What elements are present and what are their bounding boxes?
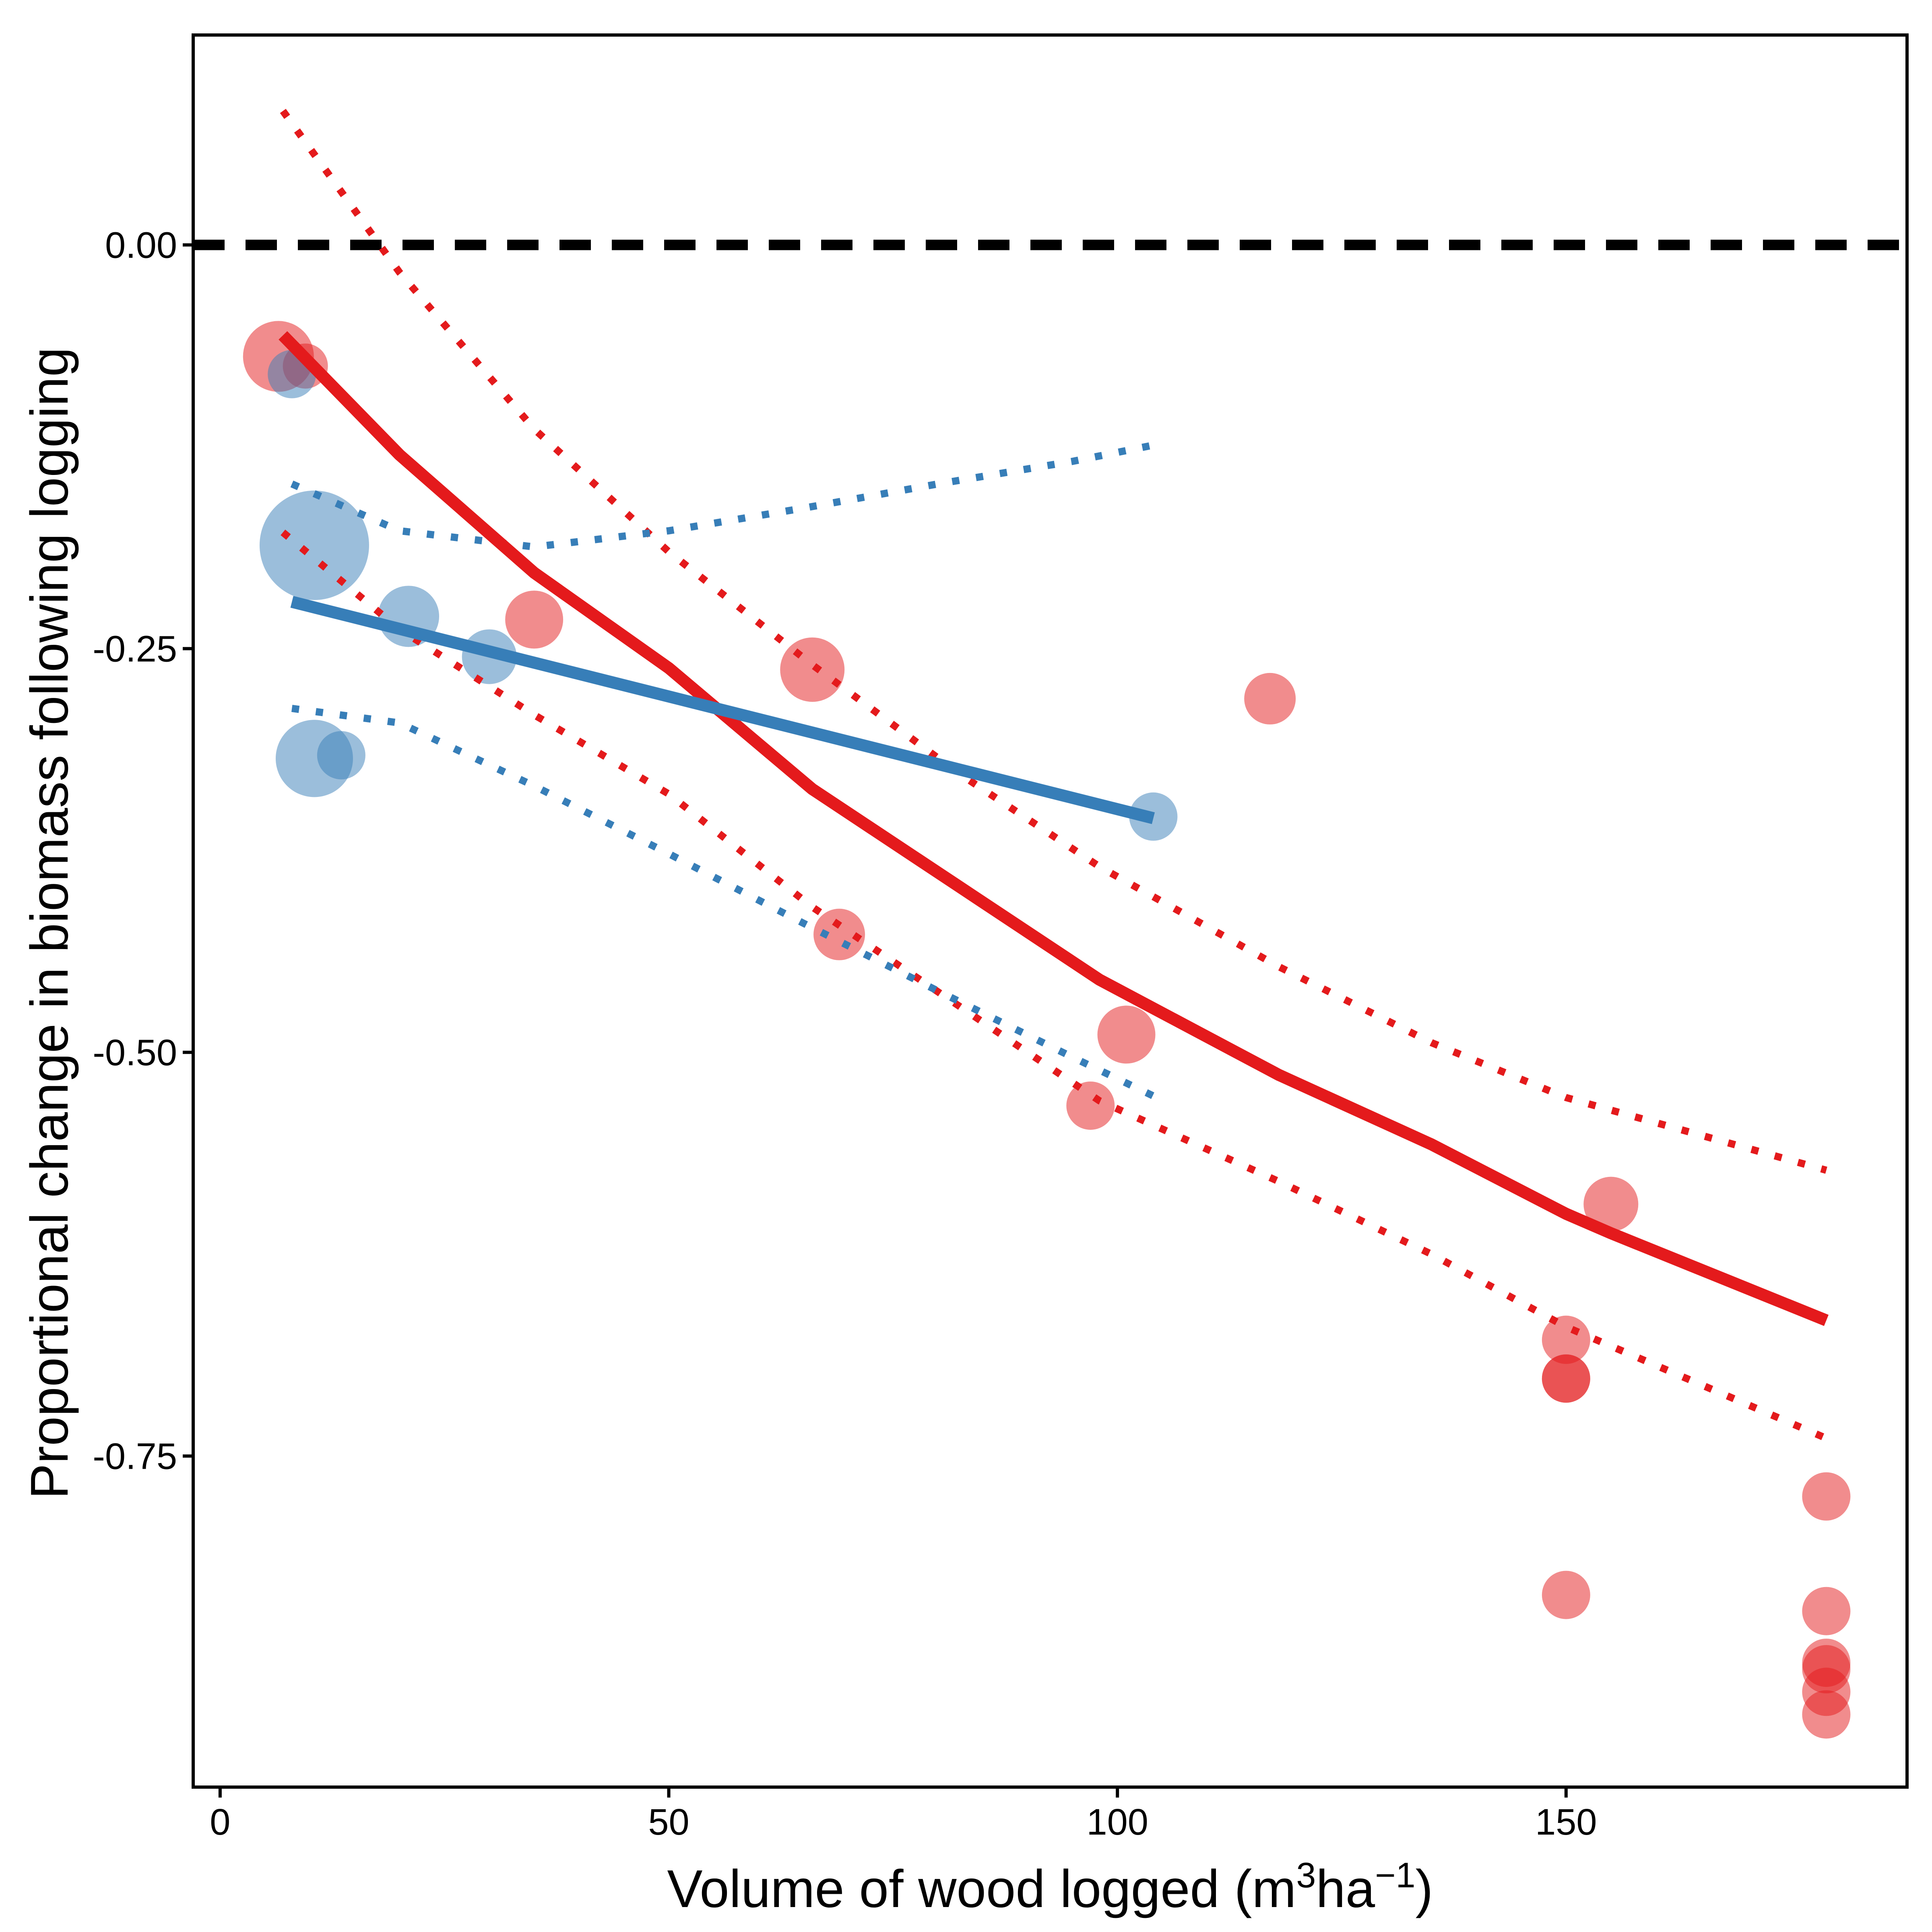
x-axis-title-mid: ha — [1316, 1859, 1375, 1918]
y-tick-label-0: 0.00 — [105, 225, 177, 266]
data-point-red-5 — [1066, 1081, 1115, 1130]
x-tick-label-1: 50 — [648, 1802, 689, 1843]
data-point-red-11 — [1542, 1571, 1590, 1619]
data-point-blue-5 — [317, 731, 365, 780]
plot-marks — [193, 109, 1907, 1739]
data-point-red-2 — [505, 590, 564, 649]
x-axis-title-suffix: ) — [1416, 1859, 1433, 1918]
red-ci-upper-line — [280, 109, 1827, 1174]
data-point-red-4 — [813, 908, 865, 960]
data-point-red-7 — [1244, 673, 1296, 724]
data-point-red-10 — [1542, 1354, 1590, 1403]
x-tick-label-3: 150 — [1535, 1802, 1597, 1843]
data-point-blue-1 — [259, 490, 369, 600]
red-ci-lower-line — [281, 529, 1828, 1442]
blue-ci-upper-line — [290, 442, 1154, 551]
y-axis-title: Proportional change in biomass following… — [20, 347, 79, 1499]
x-tick-label-0: 0 — [210, 1802, 230, 1843]
axis-ticks: 0 50 100 150 0.00 -0.25 -0.50 -0.75 — [93, 225, 1597, 1843]
x-axis-title: Volume of wood logged (m3ha−1) — [667, 1855, 1433, 1919]
x-axis-title-sup1: 3 — [1296, 1855, 1316, 1895]
x-axis-title-sup2: −1 — [1375, 1855, 1415, 1895]
x-tick-label-2: 100 — [1086, 1802, 1148, 1843]
data-point-red-3 — [780, 637, 845, 702]
y-tick-label-3: -0.75 — [93, 1436, 177, 1477]
data-point-red-14 — [1802, 1587, 1851, 1635]
data-point-red-13 — [1802, 1472, 1851, 1521]
red-fit-line — [279, 331, 1829, 1326]
plot-frame — [192, 33, 1909, 1789]
data-point-red-18 — [1802, 1690, 1851, 1739]
y-tick-label-2: -0.50 — [93, 1032, 177, 1073]
y-tick-label-1: -0.25 — [93, 629, 177, 670]
blue-fit-line — [290, 596, 1155, 824]
data-point-red-8 — [1542, 1315, 1590, 1364]
x-axis-title-prefix: Volume of wood logged (m — [667, 1859, 1296, 1918]
blue-ci-lower-line — [291, 705, 1155, 1100]
data-point-red-12 — [1583, 1177, 1639, 1232]
data-point-red-6 — [1097, 1005, 1156, 1064]
